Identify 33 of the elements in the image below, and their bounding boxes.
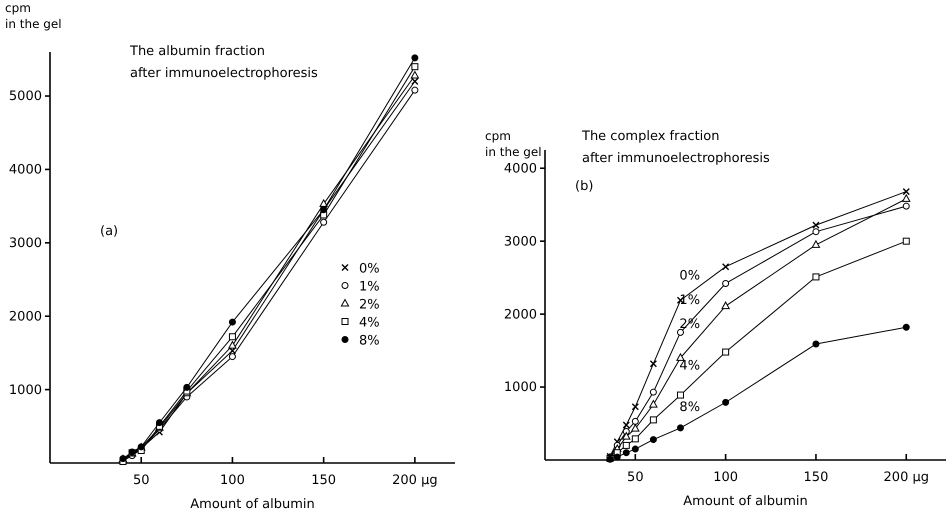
x-tick-label: 150 [804, 470, 828, 486]
x-tick-label: 200 µg [392, 473, 438, 488]
annotation: (a) [100, 224, 118, 239]
series-label: 8% [679, 400, 700, 416]
y-tick-label: 3000 [8, 236, 42, 251]
x-tick-label: 200 µg [884, 470, 929, 486]
x-tick-label: 50 [627, 470, 644, 486]
y-tick-label: 5000 [8, 89, 42, 104]
chart-title: The albumin fraction after immunoelectrophoresis [129, 44, 318, 81]
legend-label: 4% [359, 316, 380, 330]
series-label: 0% [679, 268, 700, 284]
y-tick-label: 2000 [8, 309, 42, 324]
x-axis-title: Amount of albumin [683, 494, 808, 509]
x-tick-label: 150 [311, 473, 336, 488]
y-tick-label: 1000 [504, 380, 537, 396]
x-axis-title: Amount of albumin [190, 497, 315, 511]
y-tick-label: 4000 [504, 161, 537, 176]
legend-label: 0% [359, 262, 380, 276]
y-axis-title: cpm in the gel [5, 1, 62, 31]
y-tick-label: 1000 [8, 382, 42, 398]
y-tick-label: 3000 [504, 234, 537, 250]
x-tick-label: 50 [132, 473, 150, 488]
x-tick-label: 100 [713, 470, 738, 486]
series-label: 4% [679, 358, 700, 374]
legend-label: 1% [359, 280, 380, 294]
chart-title: The complex fraction after immunoelectrophoresis [581, 129, 770, 166]
x-tick-label: 100 [220, 473, 245, 488]
y-tick-label: 4000 [8, 162, 42, 178]
y-axis-title: cpm in the gel [485, 129, 542, 159]
y-tick-label: 2000 [504, 307, 537, 322]
legend-label: 2% [359, 298, 380, 312]
legend-label: 8% [359, 334, 380, 348]
annotation: (b) [575, 179, 594, 194]
